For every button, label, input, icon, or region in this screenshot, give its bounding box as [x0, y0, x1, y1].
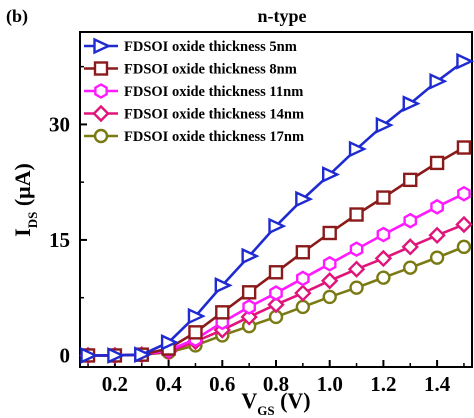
legend-marker	[93, 128, 109, 144]
data-point	[349, 207, 364, 222]
data-point	[242, 299, 256, 315]
data-point	[455, 215, 473, 234]
x-tick-label: 1.2	[370, 372, 396, 396]
legend-marker	[94, 83, 108, 99]
data-point	[376, 270, 391, 285]
legend-label: FDSOI oxide thickness 17nm	[124, 129, 304, 145]
data-point	[403, 172, 418, 188]
data-point	[348, 140, 367, 158]
data-point	[215, 305, 230, 320]
y-axis-ticks: 0 15 30	[49, 65, 87, 367]
legend-item: FDSOI oxide thickness 5nm	[84, 37, 297, 55]
data-point	[321, 166, 341, 183]
data-point	[321, 272, 339, 290]
data-point	[295, 299, 311, 315]
legend-label: FDSOI oxide thickness 14nm	[124, 107, 304, 123]
data-point	[376, 226, 391, 243]
data-point	[456, 140, 472, 155]
legend-item: FDSOI oxide thickness 14nm	[84, 104, 304, 123]
data-point	[187, 307, 206, 325]
data-point	[349, 241, 364, 258]
legend-item: FDSOI oxide thickness 11nm	[84, 83, 303, 100]
y-tick-label: 15	[49, 228, 70, 252]
x-axis-label-sub: GS	[257, 403, 274, 418]
data-point	[402, 95, 421, 113]
data-point	[376, 190, 391, 205]
data-point	[429, 250, 445, 265]
x-axis-label: VGS (V)	[241, 388, 310, 418]
data-point	[295, 190, 314, 208]
data-point	[456, 239, 472, 255]
x-tick-label: 1.0	[317, 372, 343, 396]
data-point	[240, 308, 258, 326]
data-point	[403, 260, 418, 275]
legend: FDSOI oxide thickness 5nm FDSOI oxide thi…	[84, 37, 304, 145]
y-axis-label: IDS (μA)	[10, 163, 40, 237]
data-point	[429, 72, 448, 90]
series-1	[80, 52, 474, 364]
legend-item: FDSOI oxide thickness 8nm	[84, 61, 297, 78]
x-axis-ticks: 0.2 0.4 0.6 0.8 1.0 1.2 1.4	[87, 360, 465, 396]
legend-marker	[92, 104, 110, 123]
data-point	[374, 249, 393, 268]
data-point	[322, 255, 337, 272]
data-point	[456, 52, 474, 70]
data-point	[80, 347, 99, 364]
data-point	[349, 280, 364, 295]
legend-label: FDSOI oxide thickness 8nm	[124, 62, 297, 78]
data-point	[296, 270, 310, 287]
data-point	[268, 265, 284, 280]
chart-title: n-type	[258, 6, 307, 26]
data-point	[188, 325, 203, 340]
data-point	[430, 198, 444, 215]
x-axis-label-main: V	[241, 388, 257, 413]
x-tick-label: 1.4	[424, 372, 451, 396]
x-tick-label: 0.8	[263, 372, 289, 396]
data-point	[401, 238, 419, 256]
y-axis-label-unit: (μA)	[10, 163, 35, 212]
legend-marker	[93, 37, 112, 55]
data-point	[457, 185, 471, 202]
data-point	[134, 346, 153, 364]
data-point	[294, 284, 312, 302]
data-point	[322, 225, 337, 241]
x-tick-label: 0.2	[102, 372, 128, 396]
data-point	[429, 155, 445, 171]
y-axis-label-main: I	[10, 228, 35, 237]
x-axis-label-unit: (V)	[275, 388, 311, 413]
data-point	[347, 260, 366, 278]
y-tick-label: 0	[60, 343, 71, 367]
data-point	[375, 116, 394, 134]
y-axis-label-sub: DS	[25, 212, 40, 229]
data-point	[214, 276, 233, 294]
x-tick-label: 0.6	[209, 372, 235, 396]
data-point	[107, 347, 126, 364]
x-tick-label: 0.4	[155, 372, 182, 396]
data-point	[160, 333, 179, 351]
legend-label: FDSOI oxide thickness 11nm	[124, 84, 303, 100]
legend-marker	[93, 61, 109, 76]
data-point	[322, 289, 337, 305]
series-layer	[79, 52, 474, 365]
y-tick-label: 30	[49, 112, 70, 136]
data-point	[267, 295, 285, 314]
data-point	[241, 285, 257, 300]
data-point	[295, 245, 311, 260]
data-point	[241, 247, 260, 265]
legend-label: FDSOI oxide thickness 5nm	[124, 39, 297, 55]
legend-item: FDSOI oxide thickness 17nm	[84, 128, 304, 145]
panel-label: (b)	[6, 6, 28, 27]
data-point	[268, 217, 287, 235]
data-point	[428, 226, 446, 245]
data-point	[403, 212, 418, 229]
data-point	[269, 285, 283, 301]
